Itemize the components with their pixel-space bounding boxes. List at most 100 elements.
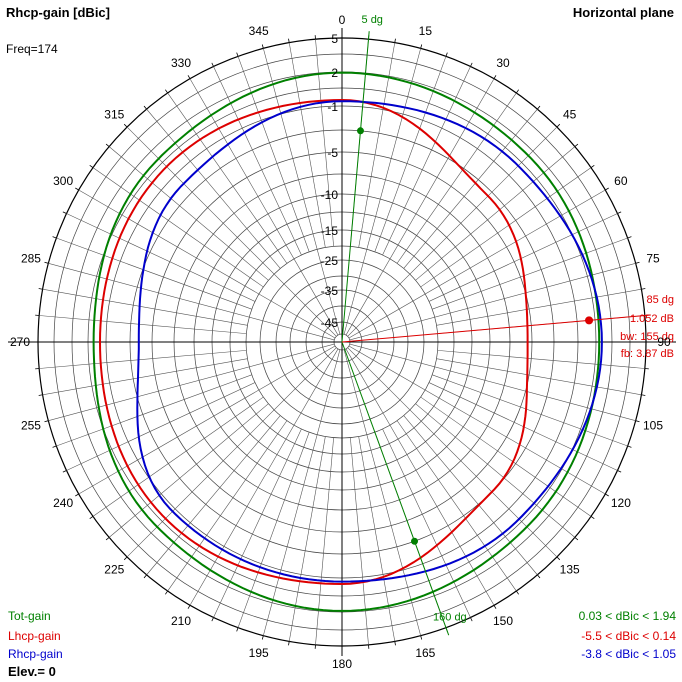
radial-tick-label: -45 <box>321 316 339 330</box>
grid-spoke <box>66 213 256 302</box>
angle-tick-label: 285 <box>21 252 41 266</box>
gain-series <box>92 71 603 612</box>
legend-lhcp-name: Lhcp-gain <box>8 629 61 643</box>
grid-spoke <box>396 420 517 592</box>
outer-tick <box>75 187 79 191</box>
outer-tick <box>75 493 79 497</box>
grid-spoke <box>432 374 628 447</box>
outer-tick <box>605 493 609 497</box>
outer-tick <box>143 105 147 110</box>
outer-tick <box>143 574 147 579</box>
outer-tick <box>635 420 640 423</box>
angle-tick-label: 345 <box>249 24 269 38</box>
outer-tick <box>493 75 497 79</box>
outer-tick <box>617 211 622 214</box>
grid-spoke <box>436 288 642 326</box>
grid-spoke <box>42 288 248 326</box>
grid-spoke <box>348 345 606 495</box>
beam-line-160 <box>341 341 450 636</box>
beam-markers: 5 dg 160 dg 85 dg 1.052 dB bw: 155 dg fb: 3.8… <box>341 14 674 636</box>
grid-spoke <box>213 66 302 256</box>
max-gain-annotation: 1.052 dB <box>630 313 674 325</box>
beam-label-5: 5 dg <box>362 14 383 26</box>
max-gain-dot <box>585 316 594 325</box>
angle-tick-label: 150 <box>493 614 513 628</box>
outer-tick <box>89 516 94 519</box>
outer-tick <box>52 236 57 239</box>
angle-tick-label: 75 <box>646 252 660 266</box>
legend-lhcp-range: -5.5 < dBic < 0.14 <box>581 629 676 643</box>
radial-tick-label: 5 <box>331 32 338 46</box>
angle-tick-label: 255 <box>21 418 41 432</box>
grid-spoke <box>126 126 337 337</box>
grid-spoke <box>382 428 471 618</box>
grid-spoke <box>167 92 288 264</box>
legend-tot-range: 0.03 < dBic < 1.94 <box>578 609 676 623</box>
grid-spoke <box>189 348 339 606</box>
outer-tick <box>445 52 448 57</box>
beam-line-5 <box>341 31 370 343</box>
angle-tick-label: 15 <box>419 24 433 38</box>
radial-tick-label: -35 <box>321 284 339 298</box>
outer-tick <box>635 261 640 264</box>
grid-spoke <box>42 358 248 396</box>
grid-spoke <box>189 78 339 336</box>
grid-spoke <box>420 167 592 288</box>
grid-spoke <box>374 56 447 252</box>
grid-spoke <box>428 213 618 302</box>
plane-label: Horizontal plane <box>572 5 674 20</box>
outer-tick <box>574 143 579 147</box>
radial-tick-label: 2 <box>331 66 338 80</box>
elevation-label: Elev.= 0 <box>8 664 56 679</box>
outer-tick <box>617 470 622 473</box>
outer-tick <box>574 537 579 541</box>
grid-spoke <box>48 343 335 421</box>
outer-tick <box>165 590 168 595</box>
angle-tick-label: 210 <box>171 614 191 628</box>
beam-label-160: 160 dg <box>433 611 467 623</box>
legend-rhcp-name: Rhcp-gain <box>8 647 63 661</box>
angle-tick-label: 315 <box>104 107 124 121</box>
grid-spoke <box>432 237 628 310</box>
angle-tick-label: 165 <box>415 646 435 660</box>
outer-tick <box>38 288 43 290</box>
outer-tick <box>641 394 646 396</box>
series-rhcp-gain <box>136 100 603 583</box>
angle-tick-label: 135 <box>560 563 580 577</box>
grid-spoke <box>382 66 471 256</box>
grid-spoke <box>288 42 326 248</box>
grid-spoke <box>78 345 336 495</box>
angle-tick-label: 270 <box>10 335 30 349</box>
grid-spoke <box>146 415 281 576</box>
max-gain-line <box>341 314 651 343</box>
angle-tick-label: 0 <box>339 13 346 27</box>
grid-spoke <box>237 56 310 252</box>
outer-tick <box>105 143 110 147</box>
chart-title: Rhcp-gain [dBic] <box>6 5 110 20</box>
angle-tick-label: 60 <box>614 174 628 188</box>
outer-tick <box>105 537 110 541</box>
outer-tick <box>123 123 128 128</box>
outer-tick <box>187 75 191 79</box>
outer-tick <box>44 420 49 423</box>
angle-tick-label: 240 <box>53 496 73 510</box>
angle-tick-label: 45 <box>563 107 577 121</box>
outer-tick <box>420 635 423 640</box>
grid-spoke <box>345 348 495 606</box>
outer-tick <box>627 236 632 239</box>
grid-spoke <box>56 374 252 447</box>
outer-tick <box>44 261 49 264</box>
grid-spoke <box>396 92 517 264</box>
grid-spoke <box>347 126 558 337</box>
grid-spoke <box>263 349 341 636</box>
radial-tick-label: -10 <box>321 188 339 202</box>
tick-labels: 0153045607590105120135150165180195210225… <box>10 13 671 671</box>
outer-tick <box>394 38 396 43</box>
angle-tick-label: 90 <box>657 335 671 349</box>
outer-tick <box>470 62 473 67</box>
grid-spoke <box>66 382 256 471</box>
grid-spoke <box>403 415 538 576</box>
grid-spoke <box>108 403 269 538</box>
outer-tick <box>470 617 473 622</box>
outer-tick <box>556 556 561 561</box>
